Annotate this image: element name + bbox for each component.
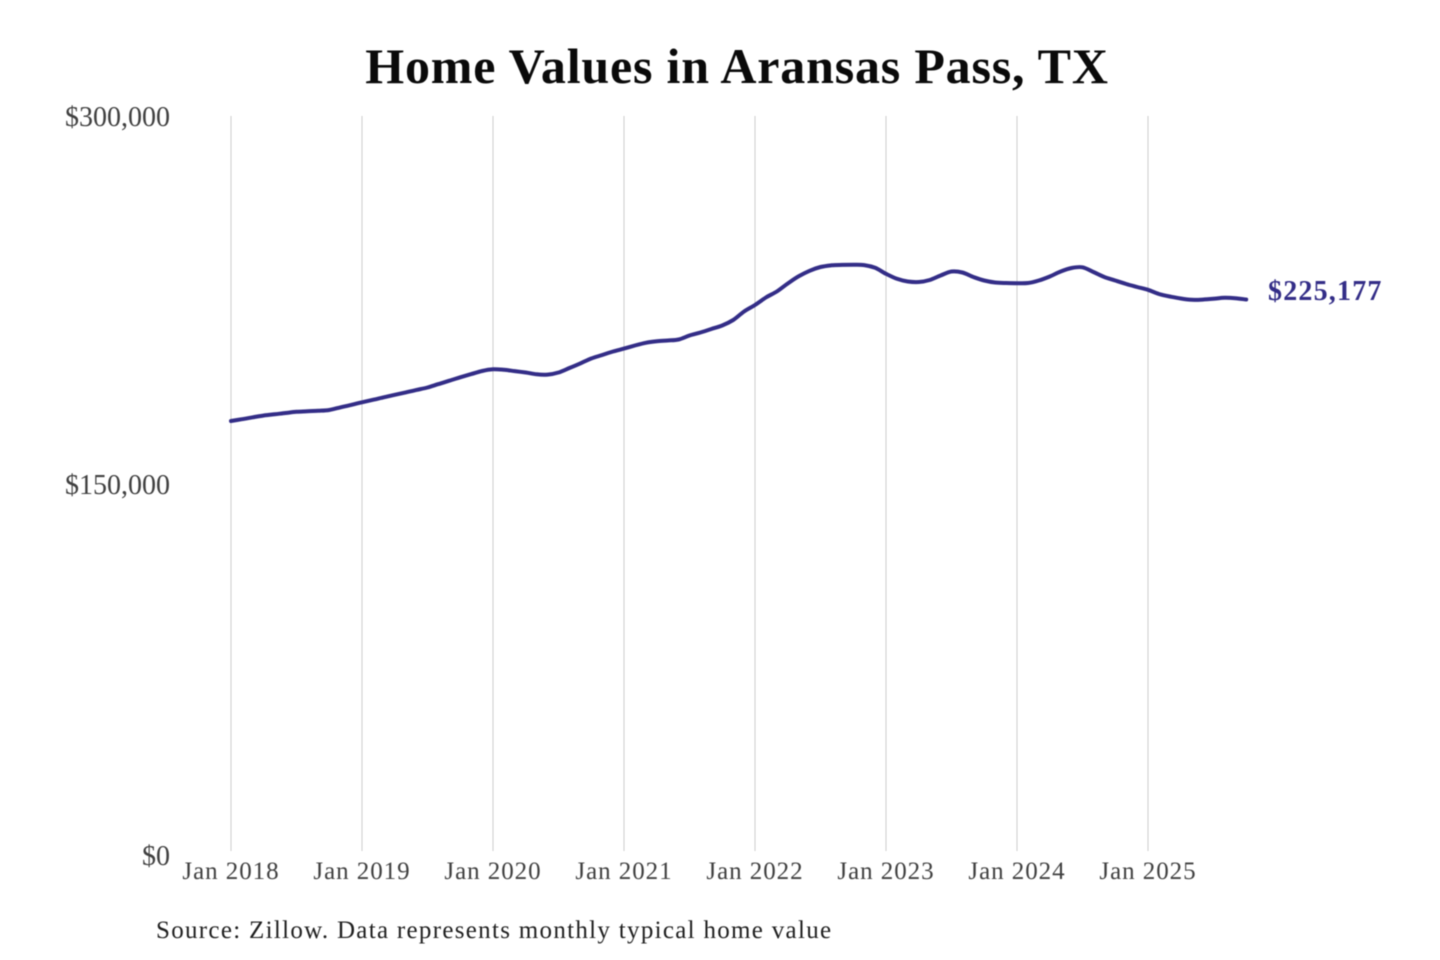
svg-text:Jan 2022: Jan 2022 bbox=[706, 858, 803, 885]
svg-text:Jan 2023: Jan 2023 bbox=[837, 858, 934, 885]
svg-text:Jan 2025: Jan 2025 bbox=[1099, 858, 1196, 885]
svg-text:$0: $0 bbox=[142, 841, 170, 872]
svg-text:Jan 2024: Jan 2024 bbox=[968, 858, 1065, 885]
svg-text:Jan 2021: Jan 2021 bbox=[575, 858, 672, 885]
svg-text:$300,000: $300,000 bbox=[65, 102, 170, 133]
svg-text:Source: Zillow. Data represent: Source: Zillow. Data represents monthly … bbox=[156, 917, 832, 944]
svg-text:Home Values in Aransas Pass, T: Home Values in Aransas Pass, TX bbox=[365, 38, 1108, 94]
svg-text:$150,000: $150,000 bbox=[65, 470, 170, 501]
svg-text:$225,177: $225,177 bbox=[1268, 276, 1383, 307]
svg-text:Jan 2020: Jan 2020 bbox=[444, 858, 541, 885]
svg-text:Jan 2018: Jan 2018 bbox=[182, 858, 279, 885]
svg-text:Jan 2019: Jan 2019 bbox=[313, 858, 410, 885]
